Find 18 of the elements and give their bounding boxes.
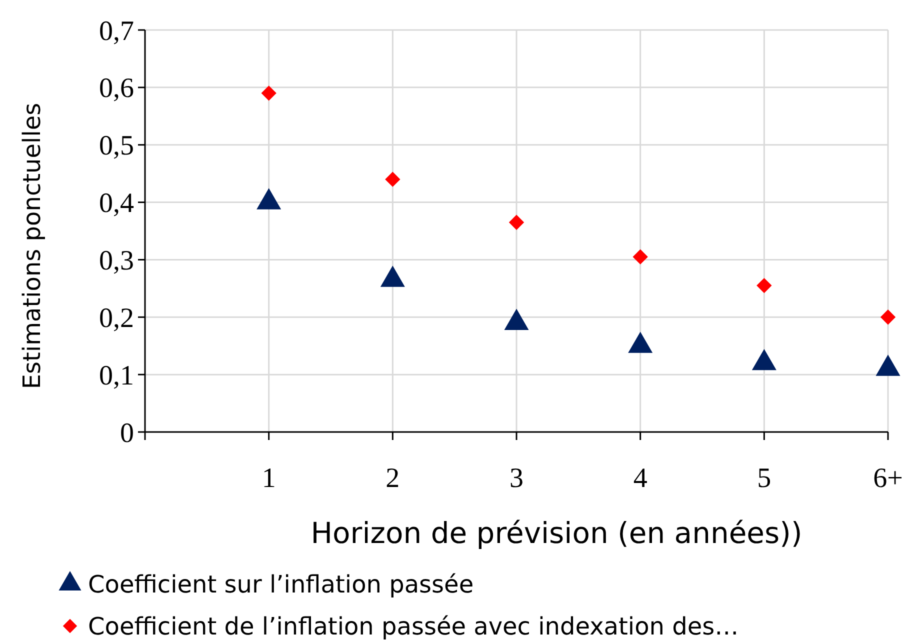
x-tick-label: 4 bbox=[633, 463, 648, 494]
x-tick-label: 1 bbox=[262, 463, 276, 494]
y-tick-label: 0,7 bbox=[99, 16, 134, 47]
legend-label: Coefficient sur l’inflation passée bbox=[88, 570, 474, 598]
y-tick-label: 0,1 bbox=[99, 360, 134, 392]
y-tick-label: 0,5 bbox=[99, 130, 134, 162]
y-axis-title: Estimations ponctuelles bbox=[18, 102, 46, 390]
x-tick-label: 6+ bbox=[873, 463, 903, 494]
y-tick-label: 0,6 bbox=[99, 73, 134, 104]
x-tick-label: 2 bbox=[386, 463, 400, 494]
x-axis-title: Horizon de prévision (en années)) bbox=[310, 516, 802, 550]
y-tick-label: 0,4 bbox=[99, 188, 134, 220]
x-tick-label: 5 bbox=[757, 463, 772, 494]
y-tick-label: 0,3 bbox=[99, 246, 134, 277]
y-tick-label: 0,2 bbox=[99, 302, 134, 334]
y-tick-label: 0 bbox=[120, 418, 134, 449]
x-tick-label: 3 bbox=[510, 463, 524, 494]
legend-label: Coefficient de l’inflation passée avec indexation des… bbox=[88, 612, 739, 640]
